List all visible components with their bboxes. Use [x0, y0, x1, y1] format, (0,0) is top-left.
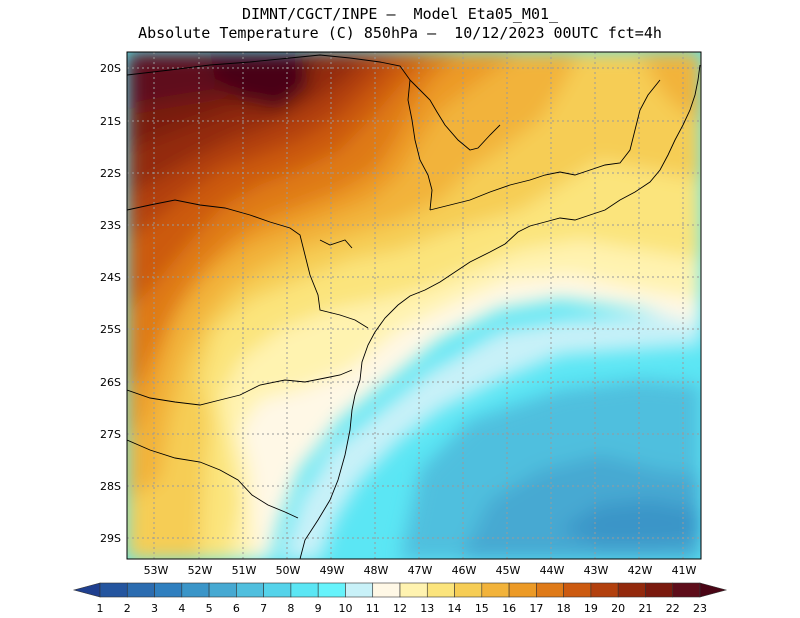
title-line-1: DIMNT/CGCT/INPE – Model Eta05_M01_: [241, 5, 559, 23]
colorbar-swatch: [208, 582, 237, 598]
colorbar-label: 22: [666, 602, 680, 615]
colorbar-label: 2: [124, 602, 131, 615]
colorbar-label: 13: [420, 602, 434, 615]
colorbar-swatch: [672, 582, 701, 598]
colorbar-label: 20: [611, 602, 625, 615]
colorbar-min-arrow: [72, 582, 101, 598]
latitude-labels: 20S 21S 22S 23S 24S 25S 26S 27S 28S 29S: [100, 62, 121, 545]
colorbar-label: 23: [693, 602, 707, 615]
colorbar-swatch: [236, 582, 264, 598]
colorbar-label: 1: [97, 602, 104, 615]
colorbar-label: 7: [260, 602, 267, 615]
colorbar-label: 8: [287, 602, 294, 615]
lon-label: 50W: [276, 564, 301, 577]
colorbar-swatch: [181, 582, 210, 598]
lon-label: 45W: [496, 564, 521, 577]
colorbar-swatch: [126, 582, 155, 598]
lon-label: 47W: [408, 564, 433, 577]
colorbar-swatch: [317, 582, 346, 598]
colorbar-label: 14: [448, 602, 462, 615]
colorbar-label: 19: [584, 602, 598, 615]
colorbar-swatch: [590, 582, 619, 598]
colorbar-label: 6: [233, 602, 240, 615]
lat-label: 27S: [100, 428, 121, 441]
lat-label: 26S: [100, 376, 121, 389]
colorbar-swatch: [645, 582, 674, 598]
colorbar-label: 11: [366, 602, 380, 615]
colorbar-swatch: [536, 582, 564, 598]
lon-label: 51W: [232, 564, 257, 577]
colorbar-label: 16: [502, 602, 516, 615]
lon-label: 52W: [188, 564, 213, 577]
colorbar-swatch: [617, 582, 646, 598]
colorbar-swatch: [290, 582, 319, 598]
colorbar-swatch: [481, 582, 510, 598]
lat-label: 21S: [100, 115, 121, 128]
colorbar-label: 18: [557, 602, 571, 615]
lon-label: 48W: [364, 564, 389, 577]
plot-frame: [126, 51, 702, 560]
colorbar-swatch: [99, 582, 128, 598]
colorbar-swatch: [454, 582, 483, 598]
colorbar-swatch: [154, 582, 183, 598]
lat-label: 29S: [100, 532, 121, 545]
colorbar-swatch: [372, 582, 401, 598]
coastline-borders: [127, 54, 701, 559]
colorbar-label: 15: [475, 602, 489, 615]
colorbar-label: 21: [638, 602, 652, 615]
lon-label: 53W: [144, 564, 169, 577]
colorbar-swatch: [263, 582, 292, 598]
lon-label: 46W: [452, 564, 477, 577]
colorbar-label: 12: [393, 602, 407, 615]
colorbar-swatch: [563, 582, 592, 598]
colorbar-label: 4: [178, 602, 185, 615]
colorbar-swatch: [399, 582, 428, 598]
lat-label: 20S: [100, 62, 121, 75]
title-line-2: Absolute Temperature (C) 850hPa – 10/12/…: [138, 24, 662, 42]
graticule: [127, 52, 701, 559]
lon-label: 43W: [584, 564, 609, 577]
colorbar-label: 17: [529, 602, 543, 615]
colorbar-label: 10: [338, 602, 352, 615]
longitude-labels: 53W 52W 51W 50W 49W 48W 47W 46W 45W 44W …: [144, 564, 697, 577]
lon-label: 42W: [628, 564, 653, 577]
lat-label: 22S: [100, 167, 121, 180]
colorbar-swatch: [345, 582, 374, 598]
lat-label: 24S: [100, 271, 121, 284]
lat-label: 28S: [100, 480, 121, 493]
colorbar-label: 9: [315, 602, 322, 615]
colorbar: 1 2 3 4 5 6 7 8 9 10 11 12 13 14 15 16 17 18 19 20 21 22 23: [72, 582, 728, 615]
lon-label: 44W: [540, 564, 565, 577]
colorbar-max-arrow: [699, 582, 728, 598]
colorbar-swatch: [426, 582, 455, 598]
lon-label: 41W: [672, 564, 697, 577]
colorbar-label: 3: [151, 602, 158, 615]
lat-label: 23S: [100, 219, 121, 232]
lon-label: 49W: [320, 564, 345, 577]
colorbar-swatch: [508, 582, 537, 598]
colorbar-label: 5: [206, 602, 213, 615]
temperature-field: [127, 52, 701, 559]
lat-label: 25S: [100, 323, 121, 336]
